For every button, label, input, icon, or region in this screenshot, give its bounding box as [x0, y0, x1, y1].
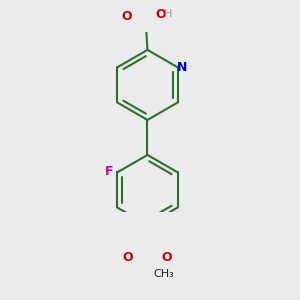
- Text: O: O: [155, 8, 166, 21]
- Text: O: O: [161, 251, 172, 264]
- Text: O: O: [121, 10, 132, 22]
- Text: O: O: [122, 251, 133, 264]
- Text: H: H: [164, 9, 172, 19]
- Text: N: N: [176, 61, 187, 74]
- Text: CH₃: CH₃: [154, 269, 175, 279]
- Text: F: F: [105, 165, 113, 178]
